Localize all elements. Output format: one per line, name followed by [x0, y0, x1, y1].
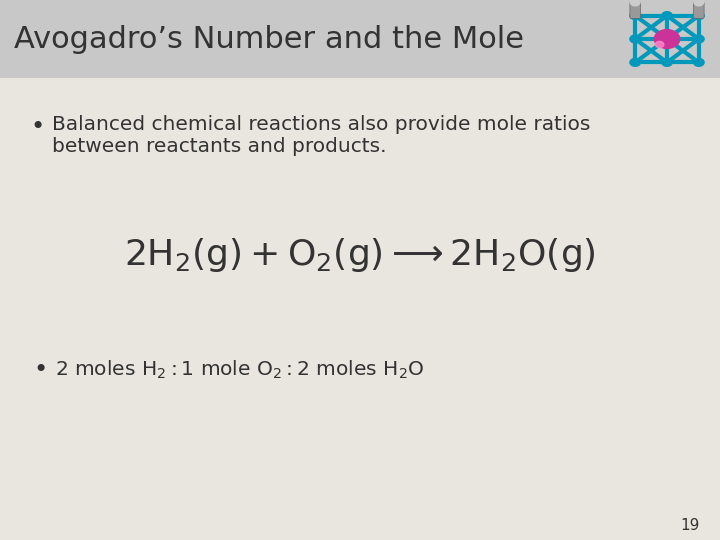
Circle shape	[630, 12, 641, 19]
FancyBboxPatch shape	[630, 2, 641, 18]
Circle shape	[654, 30, 680, 49]
Circle shape	[693, 58, 704, 66]
Circle shape	[662, 35, 672, 43]
Bar	[0, 0, 720, 78]
Circle shape	[694, 0, 703, 6]
Circle shape	[693, 35, 704, 43]
Text: between reactants and products.: between reactants and products.	[52, 137, 387, 156]
Text: $\mathrm{2H_2(g) + O_2(g) \longrightarrow 2H_2O(g)}$: $\mathrm{2H_2(g) + O_2(g) \longrightarro…	[124, 236, 596, 274]
Circle shape	[655, 42, 664, 48]
Text: $\mathrm{2\ moles\ H_2 : 1\ mole\ O_2 : 2\ moles\ H_2O}$: $\mathrm{2\ moles\ H_2 : 1\ mole\ O_2 : …	[55, 359, 425, 381]
Circle shape	[693, 12, 704, 19]
Circle shape	[630, 58, 641, 66]
Circle shape	[631, 0, 640, 6]
Text: •: •	[30, 115, 44, 139]
Text: •: •	[33, 358, 48, 382]
Circle shape	[662, 12, 672, 19]
Text: Avogadro’s Number and the Mole: Avogadro’s Number and the Mole	[14, 24, 524, 53]
Text: 19: 19	[680, 517, 700, 532]
Text: Balanced chemical reactions also provide mole ratios: Balanced chemical reactions also provide…	[52, 115, 590, 134]
Circle shape	[630, 35, 641, 43]
FancyBboxPatch shape	[693, 2, 704, 18]
Circle shape	[662, 58, 672, 66]
